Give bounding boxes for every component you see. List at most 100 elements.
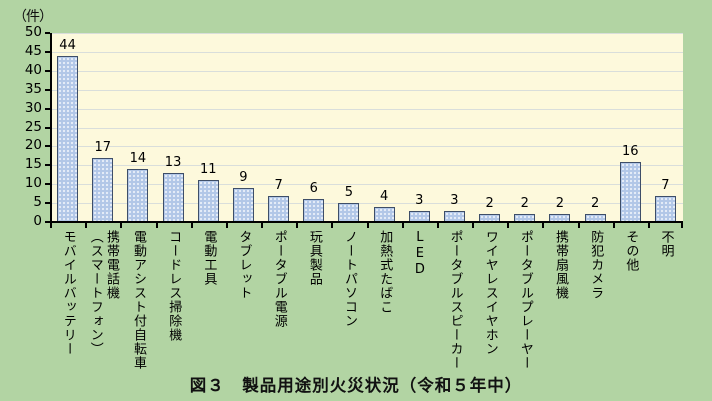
bar: [479, 214, 501, 222]
x-axis-tick: [85, 223, 88, 228]
bar: [619, 161, 641, 222]
bar: [162, 172, 184, 222]
y-tick-label: 10: [24, 175, 42, 192]
x-axis-tick: [331, 223, 334, 228]
category-label: 不明: [658, 230, 674, 258]
category-label: ノートパソコン: [342, 230, 358, 328]
x-axis-tick: [681, 223, 683, 228]
y-axis-tick: [45, 145, 50, 148]
category-label: 防犯カメラ: [588, 230, 604, 300]
y-tick-label: 45: [24, 42, 42, 59]
gridline: [50, 108, 683, 110]
y-tick-label: 0: [33, 213, 42, 229]
category-label: ポータブルスピーカー: [447, 230, 463, 370]
y-tick-label: 20: [24, 137, 42, 154]
bar: [338, 203, 360, 222]
x-axis-tick: [401, 223, 404, 228]
category-label: ポータブル電源: [271, 230, 287, 328]
y-axis-tick: [45, 126, 50, 129]
bar: [373, 206, 395, 222]
y-axis-tick: [45, 88, 50, 91]
bar-value-label: 11: [199, 162, 217, 178]
category-label: コードレス掃除機: [166, 230, 182, 342]
bar: [408, 210, 430, 222]
bar-value-label: 2: [485, 196, 494, 212]
x-axis-tick: [472, 223, 474, 228]
bar: [127, 169, 149, 222]
y-axis-tick: [45, 183, 50, 186]
category-label: LED: [412, 230, 428, 278]
bar: [549, 214, 571, 222]
plot-area: 44 17 14 13 11 9 7 6 5 4 3 3 2 2 2 2 16 7: [45, 32, 683, 228]
y-axis-tick: [45, 50, 50, 53]
bar: [443, 210, 465, 222]
y-axis-tick: [45, 164, 50, 167]
x-axis-tick: [647, 223, 650, 228]
y-axis-tick: [45, 202, 50, 205]
x-axis-tick: [120, 223, 123, 228]
bar-value-label: 4: [379, 188, 389, 204]
bar-value-label: 5: [344, 185, 354, 201]
y-tick-label: 50: [24, 24, 42, 40]
bar: [232, 187, 254, 222]
y-axis-unit-label: （件）: [13, 9, 53, 25]
x-axis-tick: [296, 223, 299, 228]
y-tick-label: 30: [24, 99, 42, 116]
y-axis-tick: [45, 221, 50, 223]
category-label: タブレット: [236, 230, 252, 300]
gridline: [50, 89, 683, 91]
x-axis-category-labels: モバイルバッテリー 携帯電話機 （スマートフォン） 電動アシスト付自転車 コードレス掃…: [50, 230, 683, 370]
x-axis-tick: [366, 223, 369, 228]
category-label: 電動工具: [201, 230, 217, 286]
gridline: [50, 184, 683, 186]
bar-value-label: 13: [164, 154, 182, 170]
bar-value-label: 2: [590, 196, 600, 212]
bar-value-label: 44: [59, 37, 76, 53]
x-axis-tick: [261, 223, 263, 228]
y-tick-label: 25: [24, 118, 42, 135]
y-axis-tick: [45, 69, 50, 72]
gridline: [50, 203, 683, 205]
x-axis-tick: [50, 223, 52, 228]
category-label: ポータブルプレーヤー: [517, 230, 533, 370]
x-axis-tick: [190, 223, 193, 228]
x-axis-tick: [436, 223, 439, 228]
y-tick-label: 35: [24, 80, 42, 97]
y-tick-label: 5: [33, 194, 42, 211]
bar-value-label: 2: [555, 196, 565, 212]
bar-value-label: 3: [415, 192, 424, 208]
x-axis-line: [50, 221, 683, 223]
category-label: モバイルバッテリー: [60, 230, 76, 356]
gridline: [50, 146, 683, 148]
chart-title: 図３ 製品用途別火災状況（令和５年中）: [189, 376, 523, 395]
y-tick-label: 15: [24, 156, 42, 173]
category-label: 玩具製品: [306, 230, 322, 286]
y-tick-label: 40: [24, 61, 42, 78]
gridline: [50, 33, 683, 34]
x-axis-tick: [577, 223, 580, 228]
bar-value-label: 2: [520, 196, 529, 212]
bar: [57, 55, 79, 222]
bar-value-label: 14: [129, 151, 147, 167]
bar-value-label: 6: [309, 181, 318, 197]
bar-value-label: 16: [621, 143, 639, 159]
gridline: [50, 165, 683, 167]
category-label: 携帯電話機 （スマートフォン）: [87, 230, 119, 356]
category-label: 携帯扇風機: [553, 230, 569, 300]
bar-value-label: 3: [450, 192, 459, 208]
category-label: 加熱式たばこ: [377, 230, 393, 314]
bar: [197, 180, 219, 222]
y-axis-tick: [45, 107, 50, 110]
bar: [654, 195, 676, 222]
bar: [514, 214, 536, 222]
gridline: [50, 70, 683, 72]
bar-value-label: 7: [274, 177, 283, 193]
category-label: その他: [623, 230, 639, 272]
bar-value-label: 9: [239, 169, 248, 185]
y-axis-tick: [45, 32, 50, 34]
bar-value-label: 17: [94, 139, 111, 155]
x-axis-tick: [507, 223, 510, 228]
x-axis-tick: [225, 223, 228, 228]
x-axis-tick: [612, 223, 615, 228]
